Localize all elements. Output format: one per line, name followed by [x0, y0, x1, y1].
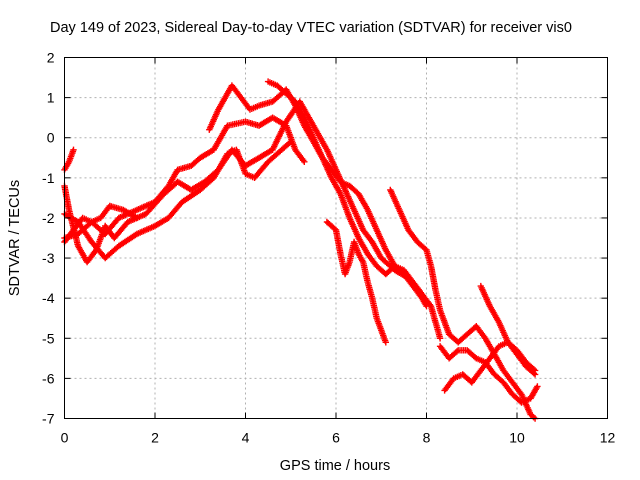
x-tick-label: 0: [61, 430, 69, 446]
series-track-6: [323, 218, 389, 346]
x-tick-label: 2: [151, 430, 159, 446]
y-tick-label: -3: [42, 250, 55, 266]
series-track-11: [61, 146, 77, 173]
y-tick-labels: 2 1 0 -1 -2 -3 -4 -5 -6 -7: [42, 50, 55, 427]
data-marks: [61, 78, 541, 422]
y-tick-label: -5: [42, 330, 55, 346]
plus-marker-path: [264, 78, 426, 298]
series-track-10: [477, 282, 539, 378]
series-track-7: [387, 186, 539, 422]
y-tick-label: -2: [42, 210, 55, 226]
plus-marker-path: [61, 146, 77, 173]
x-tick-label: 8: [423, 430, 431, 446]
plus-marker-path: [477, 282, 539, 378]
axis-ticks: [64, 57, 608, 419]
plus-marker-path: [387, 186, 539, 422]
y-tick-label: -1: [42, 170, 55, 186]
y-tick-label: -4: [42, 290, 55, 306]
y-tick-label: -6: [42, 370, 55, 386]
chart-title: Day 149 of 2023, Sidereal Day-to-day VTE…: [50, 20, 572, 36]
x-tick-label: 6: [332, 430, 340, 446]
x-axis-label: GPS time / hours: [280, 458, 390, 474]
grid: [64, 57, 608, 419]
x-tick-labels: 0 2 4 6 8 10 12: [61, 430, 616, 446]
y-tick-label: 0: [47, 130, 55, 146]
y-tick-label: 1: [47, 90, 55, 106]
plus-marker-path: [206, 82, 430, 310]
x-tick-label: 10: [509, 430, 525, 446]
y-tick-label: 2: [47, 50, 55, 66]
x-tick-label: 12: [600, 430, 616, 446]
plus-marker-path: [323, 218, 389, 346]
series-track-4: [206, 82, 430, 310]
y-tick-label: -7: [42, 411, 55, 427]
y-axis-label: SDTVAR / TECUs: [7, 180, 23, 296]
x-tick-label: 4: [242, 430, 250, 446]
series-track-5: [264, 78, 426, 298]
